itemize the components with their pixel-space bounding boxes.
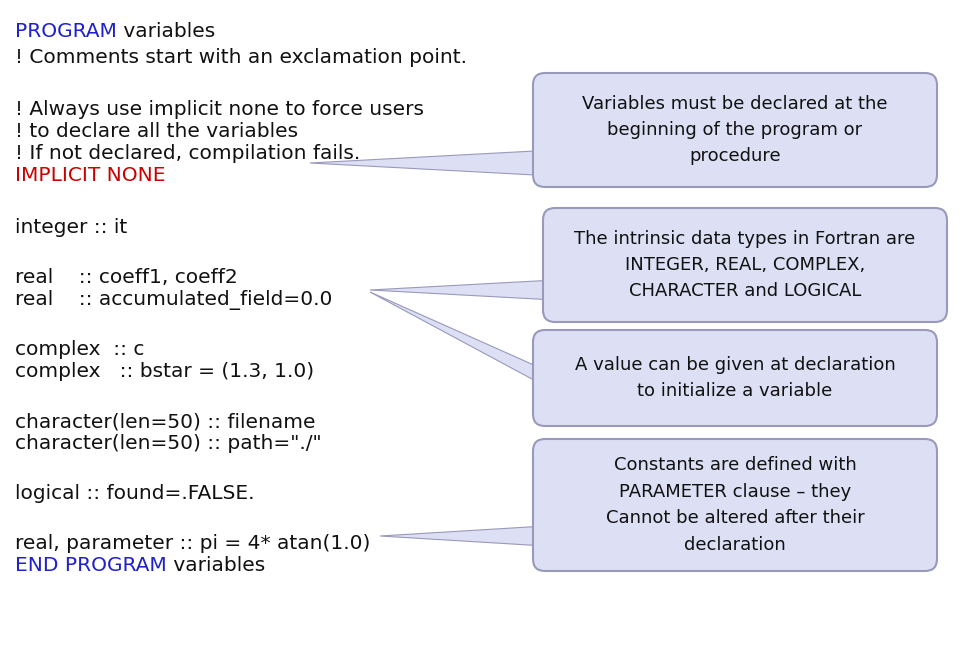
Polygon shape (310, 151, 535, 175)
Polygon shape (370, 280, 555, 300)
Text: ! to declare all the variables: ! to declare all the variables (15, 122, 298, 141)
Text: ! Comments start with an exclamation point.: ! Comments start with an exclamation poi… (15, 48, 467, 67)
Text: complex   :: bstar = (1.3, 1.0): complex :: bstar = (1.3, 1.0) (15, 362, 315, 381)
FancyBboxPatch shape (533, 330, 937, 426)
FancyBboxPatch shape (543, 208, 947, 322)
Text: real    :: coeff1, coeff2: real :: coeff1, coeff2 (15, 268, 238, 287)
Text: real    :: accumulated_field=0.0: real :: accumulated_field=0.0 (15, 290, 332, 310)
Text: logical :: found=.FALSE.: logical :: found=.FALSE. (15, 484, 255, 503)
Text: END PROGRAM: END PROGRAM (15, 556, 166, 575)
Text: real, parameter :: pi = 4* atan(1.0): real, parameter :: pi = 4* atan(1.0) (15, 534, 371, 553)
Text: character(len=50) :: path="./": character(len=50) :: path="./" (15, 434, 321, 453)
FancyBboxPatch shape (533, 439, 937, 571)
Text: IMPLICIT NONE: IMPLICIT NONE (15, 166, 166, 185)
Text: character(len=50) :: filename: character(len=50) :: filename (15, 412, 316, 431)
Text: variables: variables (117, 22, 215, 41)
Text: ! Always use implicit none to force users: ! Always use implicit none to force user… (15, 100, 424, 119)
Text: integer :: it: integer :: it (15, 218, 127, 237)
Text: The intrinsic data types in Fortran are
INTEGER, REAL, COMPLEX,
CHARACTER and LO: The intrinsic data types in Fortran are … (574, 230, 916, 300)
Text: A value can be given at declaration
to initialize a variable: A value can be given at declaration to i… (575, 355, 895, 401)
Text: ! If not declared, compilation fails.: ! If not declared, compilation fails. (15, 144, 360, 163)
Text: complex  :: c: complex :: c (15, 340, 144, 359)
Text: variables: variables (166, 556, 265, 575)
Polygon shape (370, 292, 545, 386)
Polygon shape (380, 526, 545, 546)
Text: Variables must be declared at the
beginning of the program or
procedure: Variables must be declared at the beginn… (582, 95, 888, 165)
Text: PROGRAM: PROGRAM (15, 22, 117, 41)
FancyBboxPatch shape (533, 73, 937, 187)
Text: Constants are defined with
PARAMETER clause – they
Cannot be altered after their: Constants are defined with PARAMETER cla… (606, 456, 864, 554)
